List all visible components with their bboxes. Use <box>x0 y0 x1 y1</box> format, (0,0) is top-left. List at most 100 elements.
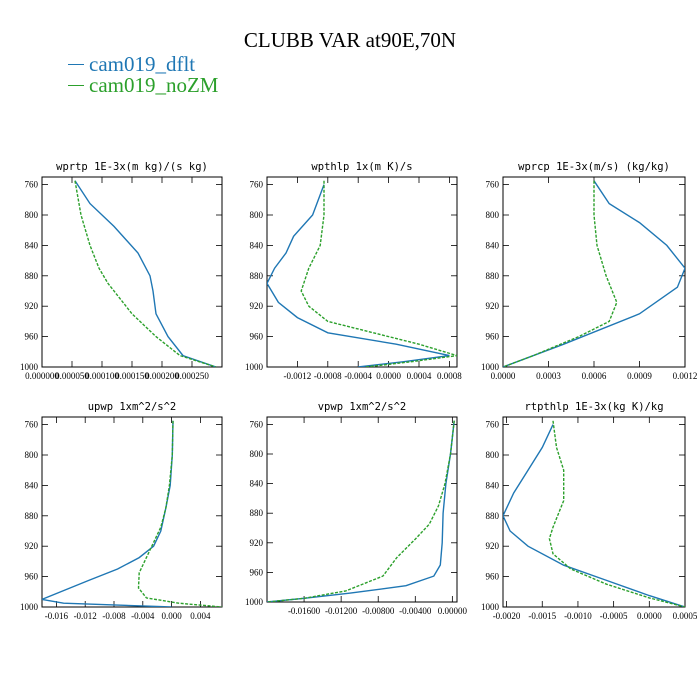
x-tick-label: 0.0009 <box>627 371 652 381</box>
y-tick-label: 880 <box>486 271 500 281</box>
x-tick-label: -0.0004 <box>344 371 372 381</box>
panel-title: upwp 1xm^2/s^2 <box>88 401 177 413</box>
series-line-2 <box>548 420 685 607</box>
series-line-1 <box>74 180 217 367</box>
y-tick-label: 960 <box>25 332 39 342</box>
y-tick-label: 760 <box>250 419 264 429</box>
plot-frame <box>41 176 223 368</box>
y-tick-label: 920 <box>486 301 500 311</box>
x-tick-label: -0.008 <box>102 611 126 621</box>
plot-frame <box>502 416 686 608</box>
x-tick-label: 0.0006 <box>582 371 607 381</box>
x-tick-label: -0.0008 <box>314 371 342 381</box>
x-tick-label: 0.000000 <box>25 371 59 381</box>
x-tick-label: -0.0010 <box>564 611 592 621</box>
x-tick-label: 0.004 <box>190 611 211 621</box>
legend-label-series-1: cam019_dflt <box>89 52 196 76</box>
x-tick-label: 0.000150 <box>115 371 149 381</box>
panel-title: wprcp 1E-3x(m/s) (kg/kg) <box>518 161 670 173</box>
y-tick-label: 760 <box>25 180 39 190</box>
y-tick-label: 800 <box>250 210 264 220</box>
panel-title: vpwp 1xm^2/s^2 <box>318 401 407 413</box>
series-line-1 <box>267 184 450 367</box>
panel-title: wpthlp 1x(m K)/s <box>311 161 412 173</box>
y-tick-label: 840 <box>250 240 264 250</box>
x-tick-label: 0.0000 <box>376 371 401 381</box>
plot-frame <box>41 416 223 608</box>
y-tick-label: 800 <box>486 450 500 460</box>
y-tick-label: 800 <box>25 210 39 220</box>
series-line-1 <box>503 180 685 367</box>
x-tick-label: -0.0012 <box>284 371 312 381</box>
y-tick-label: 1000 <box>20 602 39 612</box>
panel-5: vpwp 1xm^2/s^2 760 800 840 880 920 960 1000 -0.0… <box>245 401 467 616</box>
legend-line-series-1 <box>68 63 84 65</box>
x-tick-label: -0.01600 <box>288 606 321 616</box>
series-line-1 <box>267 420 455 602</box>
y-tick-label: 920 <box>250 301 264 311</box>
x-tick-label: 0.0003 <box>536 371 561 381</box>
legend-item-series-2: cam019_noZM <box>68 73 218 98</box>
x-tick-label: 0.0008 <box>437 371 462 381</box>
legend-line-series-2 <box>68 84 84 86</box>
y-tick-label: 880 <box>25 511 39 521</box>
y-tick-label: 880 <box>486 511 500 521</box>
series-line-2 <box>74 180 217 367</box>
plot-frame <box>266 416 458 603</box>
y-tick-label: 800 <box>250 449 264 459</box>
series-line-2 <box>300 180 457 367</box>
x-tick-label: -0.01200 <box>325 606 358 616</box>
y-tick-label: 1000 <box>245 362 264 372</box>
y-tick-label: 840 <box>250 479 264 489</box>
y-tick-label: 880 <box>250 271 264 281</box>
y-tick-label: 960 <box>250 567 264 577</box>
series-line-2 <box>137 420 222 607</box>
y-tick-label: 840 <box>25 480 39 490</box>
legend-item-series-1: cam019_dflt <box>68 52 195 77</box>
y-tick-label: 960 <box>486 332 500 342</box>
x-tick-label: -0.0005 <box>600 611 628 621</box>
y-tick-label: 1000 <box>245 597 264 607</box>
series-line-2 <box>267 420 455 602</box>
x-tick-label: 0.0000 <box>491 371 516 381</box>
y-tick-label: 1000 <box>481 362 500 372</box>
y-tick-label: 760 <box>250 180 264 190</box>
x-tick-label: 0.000200 <box>145 371 179 381</box>
figure-title: CLUBB VAR at90E,70N <box>243 28 457 52</box>
y-tick-label: 920 <box>25 301 39 311</box>
series-line-1 <box>42 420 174 607</box>
x-tick-label: -0.00800 <box>362 606 395 616</box>
y-tick-label: 800 <box>486 210 500 220</box>
panel-title: wprtp 1E-3x(m kg)/(s kg) <box>56 161 208 173</box>
x-tick-label: -0.0015 <box>528 611 556 621</box>
x-tick-label: 0.0000 <box>637 611 662 621</box>
y-tick-label: 960 <box>250 332 264 342</box>
y-tick-label: 960 <box>486 572 500 582</box>
y-tick-label: 920 <box>25 541 39 551</box>
y-tick-label: 920 <box>250 538 264 548</box>
panel-1: wprtp 1E-3x(m kg)/(s kg) 760 800 840 880 920 9… <box>20 161 223 381</box>
x-tick-label: 0.000 <box>161 611 182 621</box>
panel-3: wprcp 1E-3x(m/s) (kg/kg) 760 800 840 880 920 9… <box>481 161 697 381</box>
legend-label-series-2: cam019_noZM <box>89 73 219 97</box>
x-tick-label: 0.0005 <box>673 611 698 621</box>
x-tick-label: 0.0004 <box>407 371 432 381</box>
y-tick-label: 960 <box>25 572 39 582</box>
series-line-2 <box>503 180 618 367</box>
y-tick-label: 840 <box>25 240 39 250</box>
x-tick-label: 0.000250 <box>175 371 209 381</box>
x-tick-label: -0.00400 <box>399 606 432 616</box>
x-tick-label: 0.000050 <box>55 371 89 381</box>
x-tick-label: 0.000100 <box>85 371 119 381</box>
y-tick-label: 880 <box>250 508 264 518</box>
y-tick-label: 1000 <box>481 602 500 612</box>
x-tick-label: -0.004 <box>131 611 155 621</box>
y-tick-label: 880 <box>25 271 39 281</box>
y-tick-label: 760 <box>486 180 500 190</box>
y-tick-label: 840 <box>486 480 500 490</box>
x-tick-label: -0.016 <box>45 611 69 621</box>
panel-4: upwp 1xm^2/s^2 760 800 840 880 920 960 1000 -0.0… <box>20 401 223 621</box>
y-tick-label: 920 <box>486 541 500 551</box>
